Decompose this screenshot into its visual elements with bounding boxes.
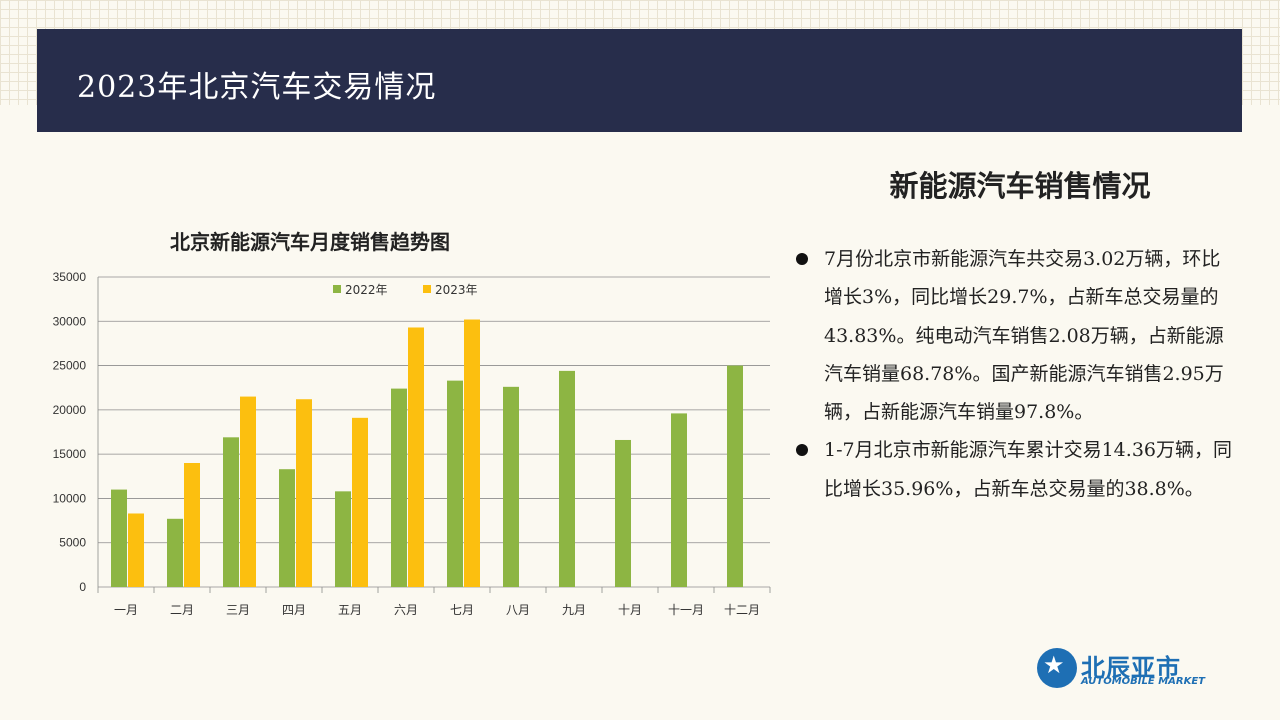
y-tick-label: 35000 [53,270,87,284]
bar-2022 [503,386,519,587]
logo-name-en: AUTOMOBILE MARKET [1081,676,1206,687]
legend-swatch [423,285,431,293]
y-tick-label: 5000 [59,536,86,550]
x-tick-label: 二月 [170,603,194,617]
bar-2022 [167,518,183,587]
logo-name-cn: 北辰亚市 [1081,654,1181,682]
x-tick-label: 一月 [114,603,138,617]
bar-2022 [335,491,351,587]
bullet-text: 1-7月北京市新能源汽车累计交易14.36万辆，同比增长35.96%，占新车总交… [824,439,1232,500]
y-tick-label: 15000 [53,447,87,461]
bar-2023 [240,396,256,587]
bullet-item: 1-7月北京市新能源汽车累计交易14.36万辆，同比增长35.96%，占新车总交… [795,431,1235,508]
x-tick-label: 七月 [450,603,474,617]
chart-title: 北京新能源汽车月度销售趋势图 [170,230,450,254]
bar-2022 [111,489,127,587]
bar-2023 [128,513,144,587]
x-tick-label: 十一月 [668,603,704,617]
x-tick-label: 四月 [282,603,306,617]
bar-2022 [615,439,631,587]
x-tick-label: 十二月 [724,603,760,617]
legend-swatch [333,285,341,293]
x-tick-label: 五月 [338,603,362,617]
bar-2022 [671,413,687,587]
y-tick-label: 30000 [53,314,87,328]
bar-2023 [408,327,424,587]
legend-label: 2022年 [345,283,388,297]
y-tick-label: 20000 [53,403,87,417]
bar-2023 [464,319,480,587]
legend-label: 2023年 [435,283,478,297]
bullet-list: 7月份北京市新能源汽车共交易3.02万辆，环比增长3%，同比增长29.7%，占新… [795,240,1235,508]
globe-icon: ★ [1037,648,1077,688]
section-title: 新能源汽车销售情况 [889,169,1151,203]
bullet-dot-icon [796,444,808,457]
bullet-dot-icon [796,253,808,265]
company-logo: ★ 北辰亚市 AUTOMOBILE MARKET [1037,648,1217,690]
x-tick-label: 六月 [394,603,418,617]
sales-bar-chart: 北京新能源汽车月度销售趋势图 0 5000 10000 15000 20000 25000 3… [53,230,771,617]
bar-2023 [184,463,200,587]
bar-2023 [352,417,368,587]
bullet-item: 7月份北京市新能源汽车共交易3.02万辆，环比增长3%，同比增长29.7%，占新… [795,240,1235,431]
x-tick-label: 九月 [562,603,586,617]
x-tick-label: 三月 [226,603,250,617]
x-tick-label: 八月 [506,603,530,617]
bar-2022 [727,365,743,587]
bar-2022 [559,370,575,587]
bar-2022 [391,388,407,587]
bar-2023 [296,399,312,587]
bar-2022 [447,380,463,587]
bar-2022 [279,469,295,587]
y-tick-label: 0 [79,580,86,594]
header-bar: 2023年北京汽车交易情况 [37,29,1242,132]
page-title: 2023年北京汽车交易情况 [77,70,437,105]
y-tick-label: 25000 [53,359,87,373]
bar-2022 [223,437,239,587]
x-tick-label: 十月 [618,603,642,617]
y-tick-label: 10000 [53,491,87,505]
bullet-text: 7月份北京市新能源汽车共交易3.02万辆，环比增长3%，同比增长29.7%，占新… [824,248,1224,424]
